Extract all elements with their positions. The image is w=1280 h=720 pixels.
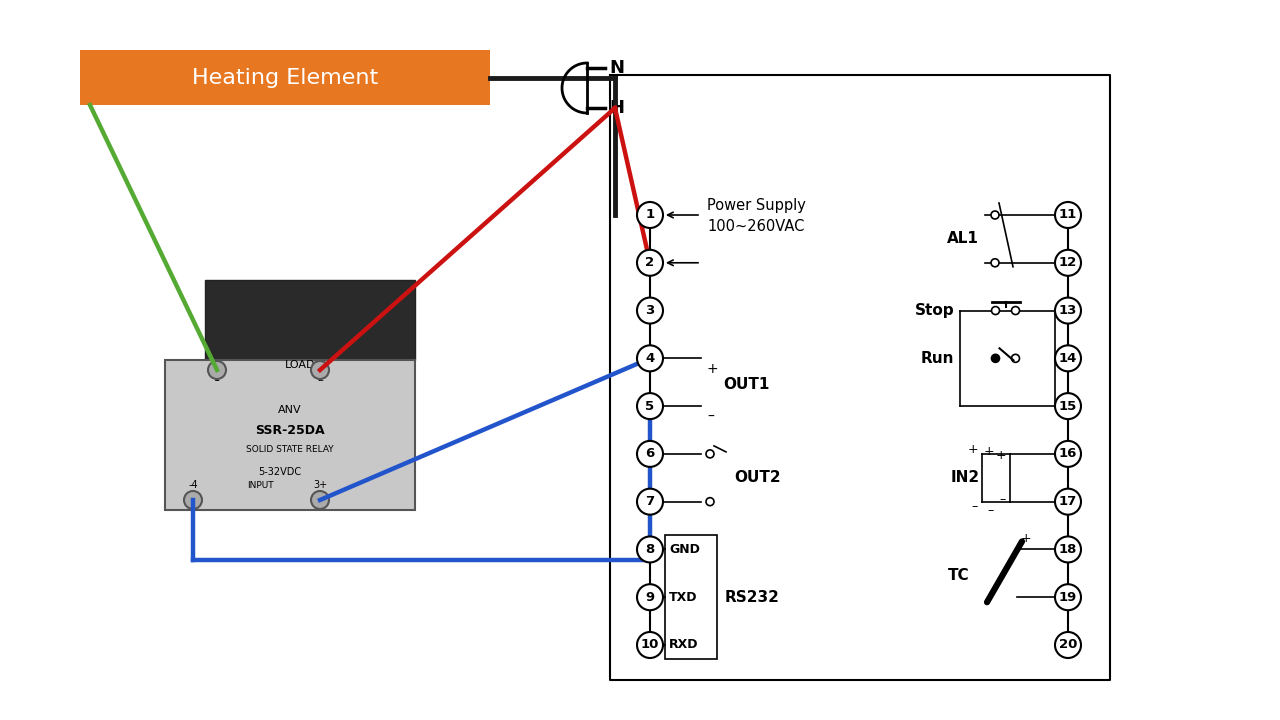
- FancyBboxPatch shape: [165, 360, 415, 510]
- Text: AL1: AL1: [947, 231, 979, 246]
- Circle shape: [991, 211, 998, 219]
- Text: 5-32VDC: 5-32VDC: [259, 467, 302, 477]
- Circle shape: [637, 536, 663, 562]
- Text: Heating Element: Heating Element: [192, 68, 378, 88]
- Text: 2: 2: [645, 256, 654, 269]
- Circle shape: [992, 307, 1000, 315]
- Circle shape: [1055, 346, 1082, 372]
- Circle shape: [1055, 297, 1082, 323]
- Circle shape: [637, 632, 663, 658]
- Text: +: +: [996, 449, 1006, 462]
- Circle shape: [637, 346, 663, 372]
- Circle shape: [311, 491, 329, 509]
- Text: 10: 10: [641, 639, 659, 652]
- Text: 9: 9: [645, 590, 654, 604]
- Text: 3: 3: [645, 304, 654, 317]
- Text: Power Supply: Power Supply: [707, 198, 806, 213]
- Text: –: –: [988, 504, 995, 517]
- Text: ANV: ANV: [278, 405, 302, 415]
- Circle shape: [707, 450, 714, 458]
- Text: –: –: [972, 500, 978, 513]
- Text: 5: 5: [645, 400, 654, 413]
- Text: +: +: [1021, 533, 1032, 546]
- Text: 1: 1: [645, 209, 654, 222]
- Text: 18: 18: [1059, 543, 1078, 556]
- Text: RS232: RS232: [724, 590, 780, 605]
- Text: 17: 17: [1059, 495, 1078, 508]
- Circle shape: [311, 361, 329, 379]
- Text: 14: 14: [1059, 352, 1078, 365]
- Text: 6: 6: [645, 447, 654, 460]
- FancyBboxPatch shape: [205, 280, 415, 360]
- Circle shape: [1055, 584, 1082, 611]
- Text: Run: Run: [920, 351, 954, 366]
- Text: 7: 7: [645, 495, 654, 508]
- Text: +: +: [968, 443, 978, 456]
- Text: –: –: [707, 410, 714, 424]
- Circle shape: [184, 491, 202, 509]
- Circle shape: [991, 258, 998, 267]
- Text: INPUT: INPUT: [247, 480, 274, 490]
- Text: 13: 13: [1059, 304, 1078, 317]
- Text: OUT1: OUT1: [723, 377, 769, 392]
- Circle shape: [637, 489, 663, 515]
- Text: 20: 20: [1059, 639, 1078, 652]
- Text: 15: 15: [1059, 400, 1078, 413]
- Text: GND: GND: [669, 543, 700, 556]
- Circle shape: [1055, 632, 1082, 658]
- Circle shape: [1055, 441, 1082, 467]
- Circle shape: [637, 202, 663, 228]
- Text: 16: 16: [1059, 447, 1078, 460]
- Text: 1: 1: [214, 373, 220, 383]
- Text: TC: TC: [947, 568, 969, 582]
- Circle shape: [637, 393, 663, 419]
- Circle shape: [1055, 202, 1082, 228]
- Text: 4: 4: [645, 352, 654, 365]
- Text: +: +: [707, 362, 718, 377]
- Circle shape: [637, 584, 663, 611]
- Text: IN2: IN2: [951, 470, 980, 485]
- Text: H: H: [609, 99, 625, 117]
- Text: 8: 8: [645, 543, 654, 556]
- FancyBboxPatch shape: [79, 50, 490, 105]
- Text: Stop: Stop: [914, 303, 954, 318]
- Circle shape: [1055, 250, 1082, 276]
- FancyBboxPatch shape: [666, 536, 717, 659]
- Circle shape: [1011, 307, 1019, 315]
- Text: SOLID STATE RELAY: SOLID STATE RELAY: [246, 446, 334, 454]
- Text: N: N: [609, 59, 625, 77]
- Circle shape: [992, 354, 1000, 362]
- Text: OUT2: OUT2: [733, 470, 781, 485]
- Circle shape: [1055, 489, 1082, 515]
- Circle shape: [707, 498, 714, 505]
- Circle shape: [1055, 393, 1082, 419]
- Text: 12: 12: [1059, 256, 1078, 269]
- Circle shape: [637, 297, 663, 323]
- Text: 11: 11: [1059, 209, 1078, 222]
- Text: 19: 19: [1059, 590, 1078, 604]
- Text: RXD: RXD: [669, 639, 699, 652]
- Text: 2: 2: [317, 373, 323, 383]
- Text: 100~260VAC: 100~260VAC: [707, 219, 804, 234]
- Circle shape: [637, 441, 663, 467]
- Text: -4: -4: [188, 480, 198, 490]
- Text: –: –: [1000, 493, 1006, 506]
- Circle shape: [637, 250, 663, 276]
- Circle shape: [1011, 354, 1019, 362]
- Text: TXD: TXD: [669, 590, 698, 604]
- Text: LOAD: LOAD: [284, 360, 315, 370]
- Text: +: +: [983, 445, 995, 458]
- Circle shape: [1055, 536, 1082, 562]
- Circle shape: [207, 361, 227, 379]
- Text: 3+: 3+: [312, 480, 328, 490]
- Text: SSR-25DA: SSR-25DA: [255, 423, 325, 436]
